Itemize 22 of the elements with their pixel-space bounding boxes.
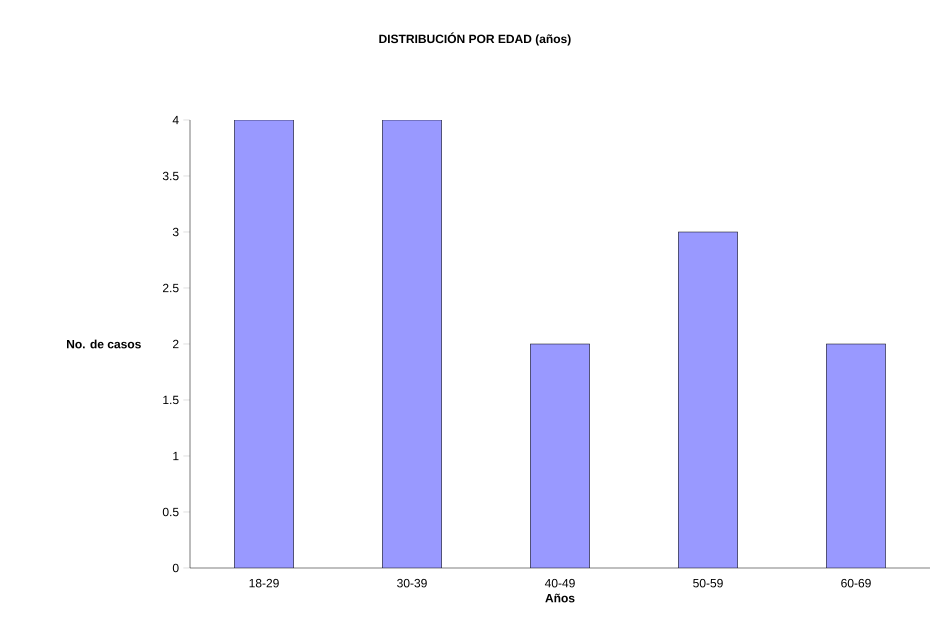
y-tick-label: 1.5 [163,396,179,404]
y-tick-label: 3 [172,228,179,236]
y-tick-label: 3.5 [162,172,179,180]
y-tick-label: 2 [173,340,178,348]
x-tick-label: 18-29 [250,578,279,588]
y-tick-label: 4 [172,116,179,124]
x-tick-label: 30-39 [397,578,427,588]
y-tick-label: 1 [173,452,178,460]
y-tick-label: 0 [172,564,179,572]
bar [530,344,590,568]
y-axis-title: No. de casos [66,340,141,348]
bar [234,120,294,568]
y-tick-label: 2.5 [162,284,179,292]
bar [382,120,442,568]
x-tick-label: 40-49 [544,578,575,588]
x-tick-label: 50-59 [693,578,723,588]
bar [826,344,886,568]
y-tick-label: 0.5 [162,508,179,516]
x-axis-title: Años [545,594,575,602]
x-tick-label: 60-69 [841,578,871,588]
chart-title: DISTRIBUCIÓN POR EDAD (años) [379,32,571,46]
bar [678,232,738,568]
